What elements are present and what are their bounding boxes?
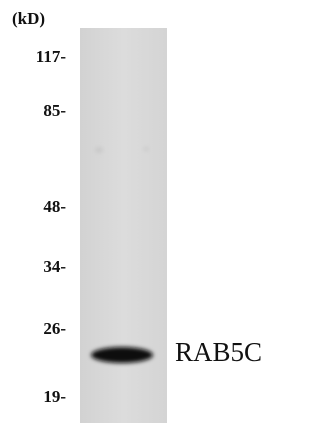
- marker-label: 85-: [43, 101, 66, 120]
- marker-label: 48-: [43, 197, 66, 216]
- gel-lane: [80, 28, 167, 423]
- faint-spot: [95, 147, 103, 153]
- marker-label: 26-: [43, 319, 66, 338]
- blot-figure: (kD) 117- 85- 48- 34- 26- 19- RAB5C: [0, 0, 288, 423]
- faint-spot: [143, 147, 149, 151]
- unit-label: (kD): [12, 9, 45, 28]
- page: (kD) 117- 85- 48- 34- 26- 19- RAB5C (() …: [0, 0, 288, 423]
- protein-band: [91, 347, 153, 363]
- marker-label: 34-: [43, 257, 66, 276]
- marker-label: 117-: [36, 47, 67, 66]
- band-label: RAB5C: [175, 337, 262, 367]
- marker-label: 19-: [43, 387, 66, 406]
